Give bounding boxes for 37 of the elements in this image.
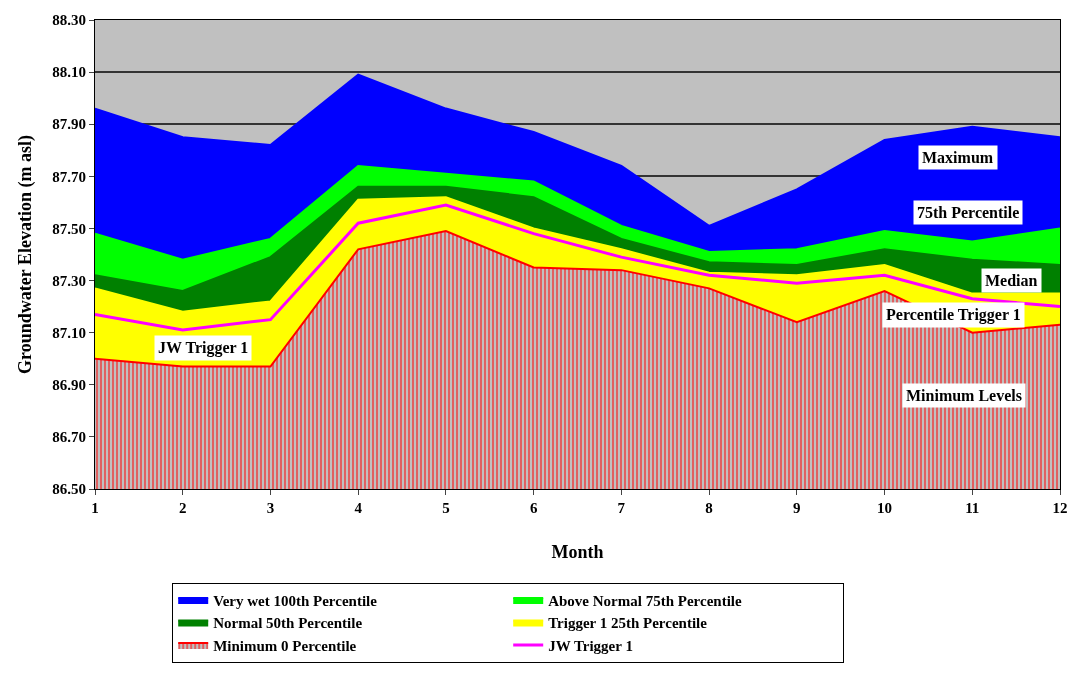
- legend-label: Above Normal 75th Percentile: [548, 592, 742, 609]
- x-tick-label: 2: [178, 500, 187, 516]
- y-tick-label: 88.30: [52, 12, 86, 29]
- legend-label: Trigger 1 25th Percentile: [548, 615, 708, 632]
- y-tick-label: 87.70: [52, 168, 86, 185]
- x-axis-title: Month: [551, 542, 604, 563]
- y-tick-label: 86.90: [52, 377, 86, 394]
- x-tick-label: 10: [877, 500, 893, 516]
- legend-label: Minimum 0 Percentile: [213, 637, 357, 654]
- y-tick-label: 87.10: [52, 324, 86, 341]
- annotation: Percentile Trigger 1: [886, 306, 1021, 324]
- annotation: Minimum Levels: [906, 387, 1022, 404]
- legend-label: JW Trigger 1: [548, 637, 633, 654]
- annotation: 75th Percentile: [917, 204, 1020, 221]
- y-tick-label: 87.50: [52, 220, 86, 237]
- x-tick-label: 8: [705, 500, 713, 516]
- x-tick-label: 12: [1052, 500, 1068, 516]
- legend-label: Very wet 100th Percentile: [213, 592, 378, 609]
- y-tick-label: 87.90: [52, 116, 86, 133]
- annotation: JW Trigger 1: [158, 339, 249, 357]
- line-series: [95, 203, 1060, 332]
- x-tick-label: 11: [965, 500, 980, 516]
- x-tick-label: 4: [354, 500, 363, 516]
- x-tick-label: 9: [793, 500, 801, 516]
- y-axis-title: Groundwater Elevation (m asl): [15, 135, 37, 374]
- y-tick-label: 86.70: [52, 429, 86, 446]
- y-tick-label: 86.50: [52, 481, 86, 498]
- annotation: Median: [985, 272, 1038, 289]
- annotation: Maximum: [922, 149, 994, 166]
- legend-label: Normal 50th Percentile: [213, 615, 363, 632]
- y-tick-label: 87.30: [52, 272, 86, 289]
- x-tick-label: 7: [617, 500, 626, 516]
- y-tick-label: 88.10: [52, 64, 86, 81]
- x-tick-label: 3: [266, 500, 275, 516]
- x-tick-label: 6: [529, 500, 538, 516]
- x-tick-label: 1: [91, 500, 99, 516]
- x-tick-label: 5: [442, 500, 450, 516]
